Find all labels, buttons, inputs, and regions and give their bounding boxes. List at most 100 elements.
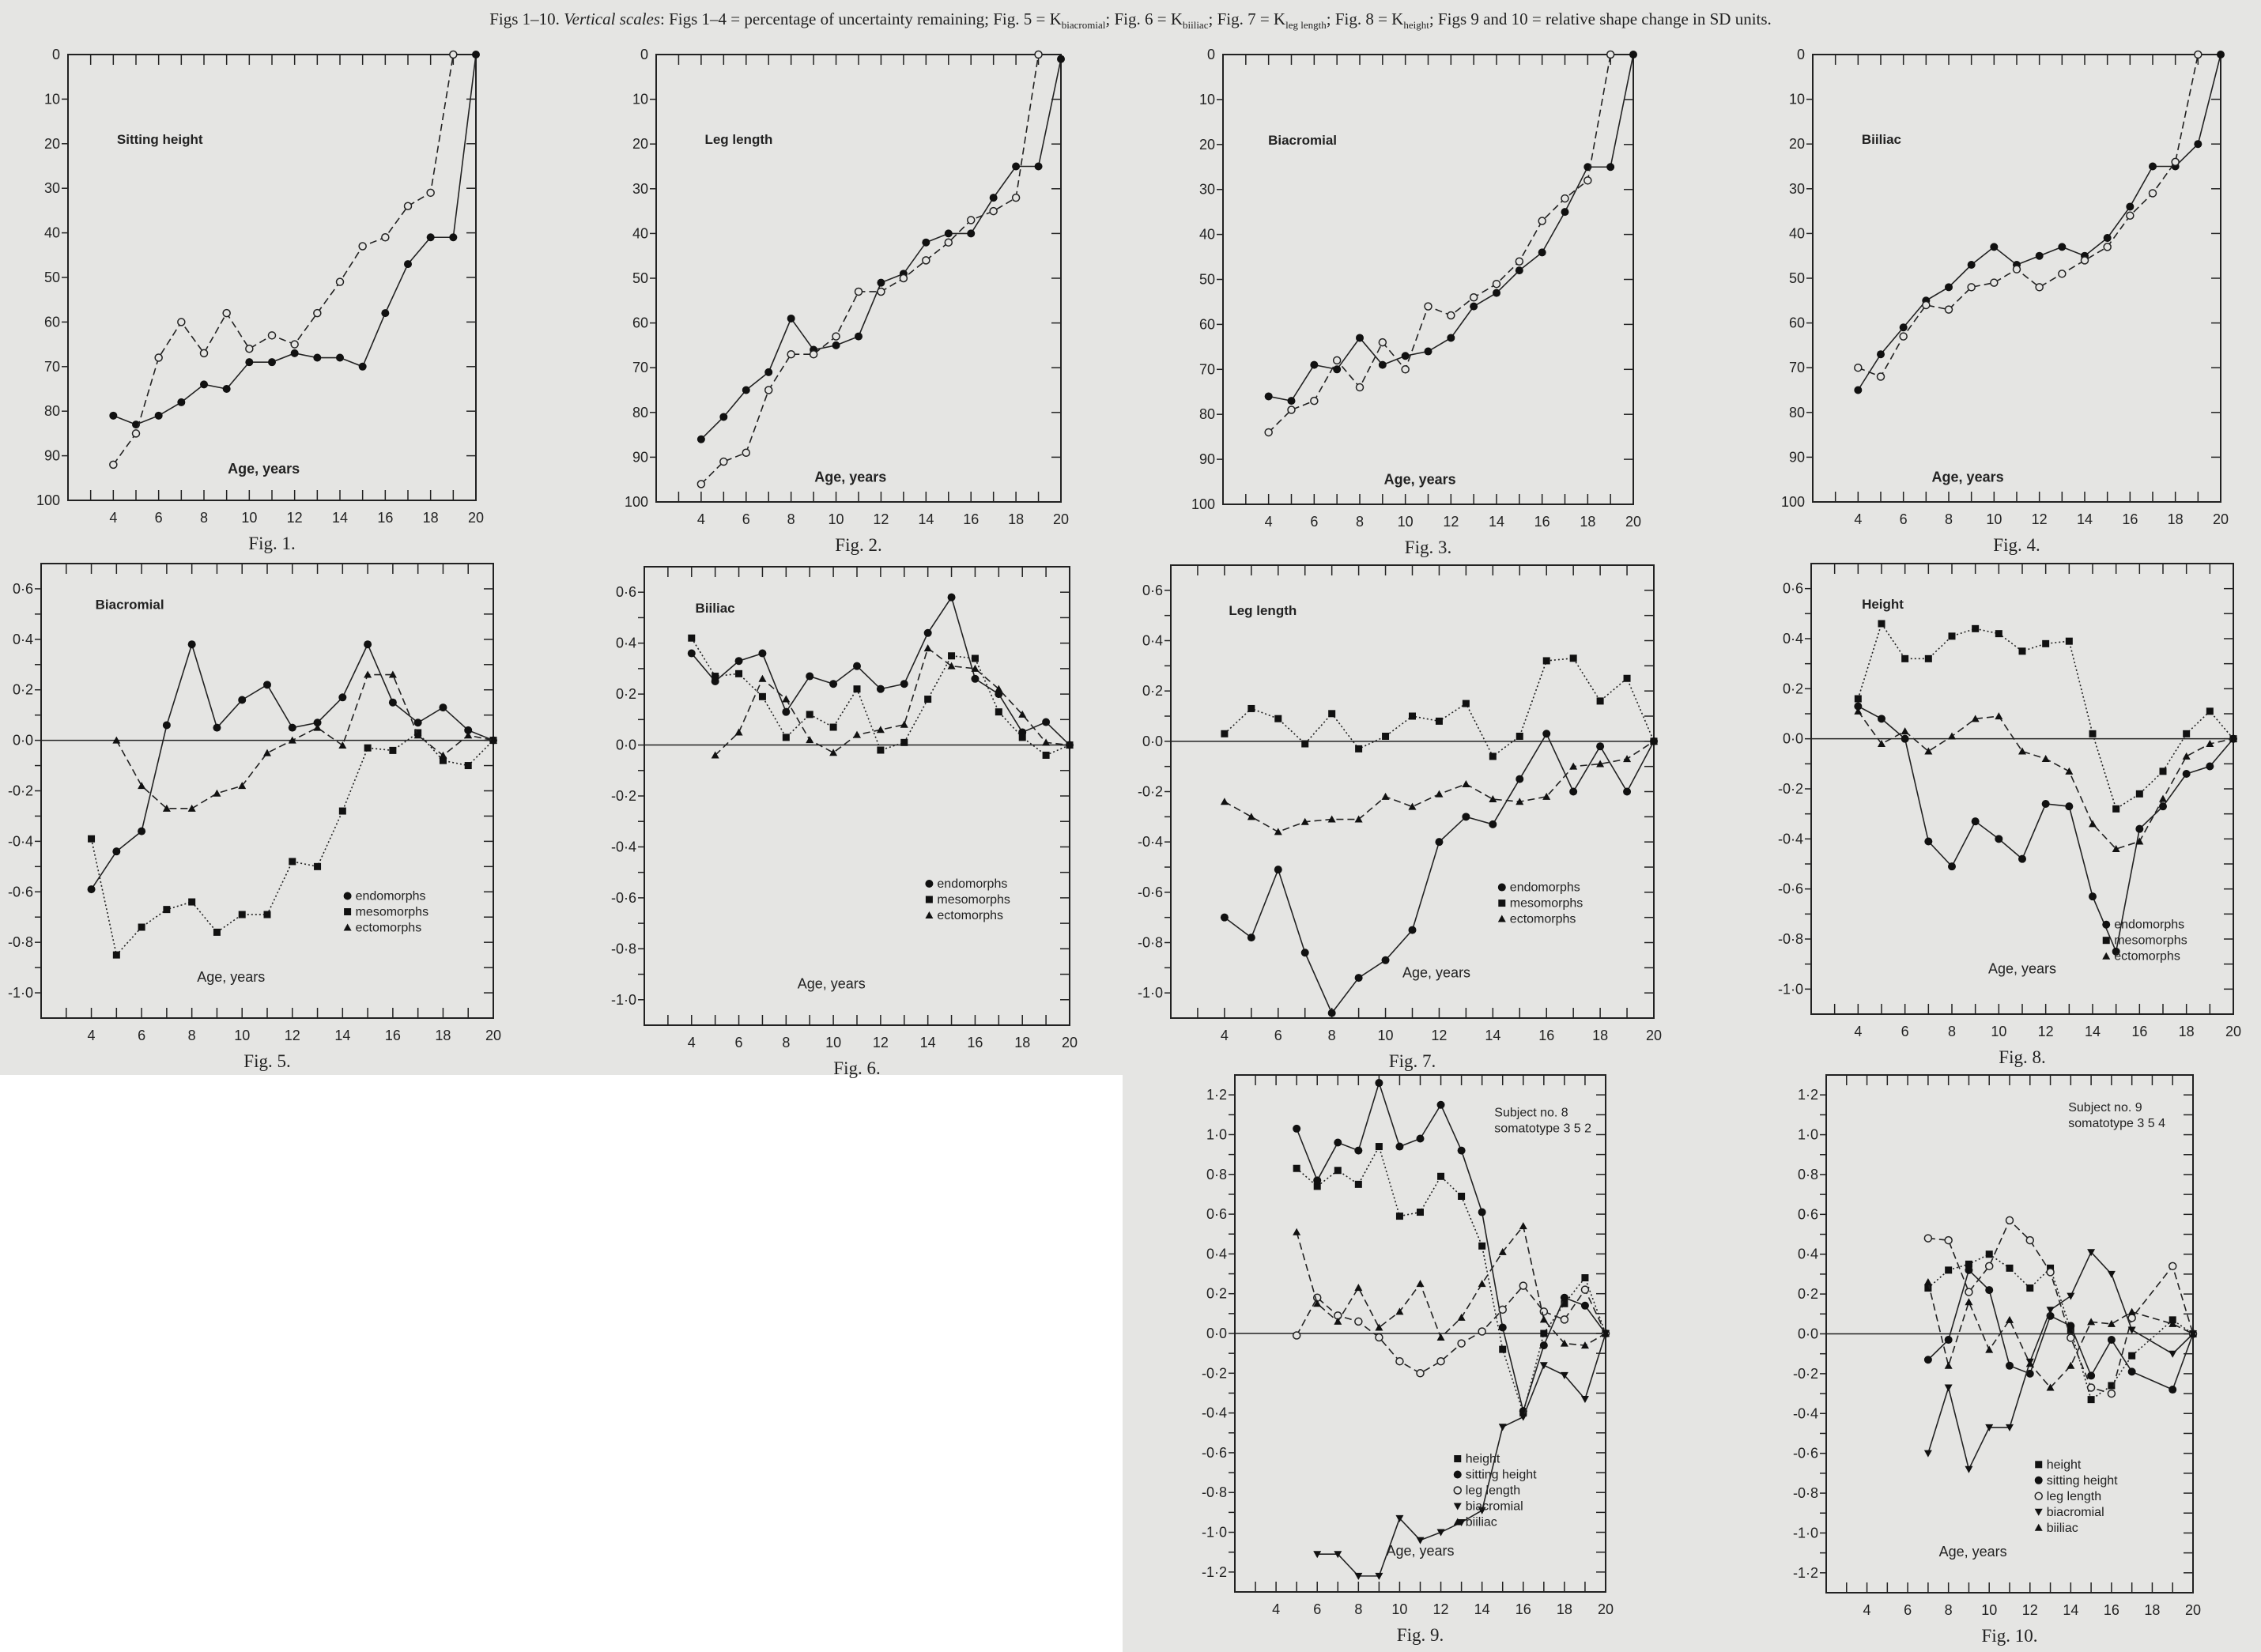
y-tick-label: 90 xyxy=(632,449,648,465)
data-point xyxy=(2018,747,2026,755)
data-point xyxy=(200,380,208,389)
data-point xyxy=(1984,1262,1994,1271)
legend-label: biiliac xyxy=(2047,1522,2078,1535)
y-tick-label: 0·6 xyxy=(1142,583,1163,598)
data-point xyxy=(2107,1389,2116,1398)
x-tick-label: 18 xyxy=(423,510,439,526)
series-ectomorphs xyxy=(711,644,1074,759)
data-point xyxy=(2086,1383,2096,1392)
data-point xyxy=(238,782,247,790)
data-point xyxy=(1424,347,1432,356)
data-point xyxy=(2042,639,2050,647)
chart-title: Height xyxy=(1862,597,1904,612)
data-point xyxy=(711,751,719,759)
data-point xyxy=(290,340,299,349)
legend-marker xyxy=(2034,1476,2043,1484)
data-point xyxy=(806,711,813,719)
data-point xyxy=(1018,710,1027,718)
data-point xyxy=(2171,157,2180,167)
series-biiliac xyxy=(1923,1278,2197,1391)
data-point xyxy=(1301,740,1309,748)
y-tick-label: 20 xyxy=(44,136,60,152)
data-point xyxy=(1328,710,1336,718)
x-tick-label: 10 xyxy=(1986,511,2002,527)
legend-marker xyxy=(1498,900,1506,907)
data-point xyxy=(1965,1260,1972,1268)
data-point xyxy=(948,652,956,660)
legend-label: leg length xyxy=(1466,1484,1520,1498)
x-tick-label: 10 xyxy=(1398,514,1414,530)
data-point xyxy=(944,238,953,247)
data-point xyxy=(1515,257,1524,266)
y-tick-label: -0·6 xyxy=(8,884,33,900)
y-tick-label: 70 xyxy=(632,360,648,375)
y-tick-label: 10 xyxy=(632,92,648,107)
data-point xyxy=(2206,762,2214,771)
data-point xyxy=(1378,338,1387,347)
data-point xyxy=(1944,305,1953,314)
data-point xyxy=(1924,654,1932,662)
data-point xyxy=(1381,956,1390,964)
x-tick-label: 16 xyxy=(1534,514,1550,530)
x-tick-label: 18 xyxy=(2179,1024,2195,1039)
y-tick-label: 100 xyxy=(625,494,648,510)
data-point xyxy=(314,862,322,870)
data-point xyxy=(1629,51,1637,58)
x-tick-label: 10 xyxy=(829,511,844,527)
chart-svg: 4 6 8 10 12 14 16 18 20 0·6 0·4 0·2 0·0 -0·2 -0·4 -0·6 -… xyxy=(611,566,1078,1078)
data-point xyxy=(489,736,497,744)
x-axis-label: Age, years xyxy=(197,969,265,985)
data-point xyxy=(1877,350,1885,359)
x-tick-label: 16 xyxy=(2131,1024,2147,1039)
legend-label: endomorphs xyxy=(937,877,1007,891)
data-point xyxy=(2127,1307,2136,1315)
data-point xyxy=(413,719,422,727)
data-point xyxy=(199,349,209,358)
data-point xyxy=(1478,1208,1486,1216)
data-point xyxy=(967,229,976,238)
data-point xyxy=(1220,798,1229,805)
data-point xyxy=(1436,1356,1445,1366)
data-point xyxy=(1417,1209,1424,1216)
y-tick-label: -0·2 xyxy=(8,783,33,799)
data-point xyxy=(806,736,814,744)
data-point xyxy=(1293,1164,1300,1172)
x-tick-label: 14 xyxy=(334,1028,350,1043)
x-tick-label: 20 xyxy=(1625,514,1641,530)
data-point xyxy=(1375,1143,1383,1151)
data-point xyxy=(403,202,413,211)
data-point xyxy=(1944,1235,1953,1245)
plot-frame xyxy=(1170,564,1655,1019)
y-tick-label: 40 xyxy=(44,225,60,241)
y-tick-label: 1·2 xyxy=(1206,1087,1227,1103)
data-point xyxy=(1354,1146,1363,1155)
data-point xyxy=(1924,837,1933,846)
data-point xyxy=(138,827,146,835)
data-point xyxy=(426,233,435,242)
data-point xyxy=(464,726,473,734)
x-tick-label: 20 xyxy=(2185,1602,2201,1618)
data-point xyxy=(1293,1124,1301,1133)
data-point xyxy=(1313,1176,1322,1185)
x-axis-label: Age, years xyxy=(1932,470,2004,485)
data-point xyxy=(1470,302,1478,311)
data-point xyxy=(712,673,719,681)
data-point xyxy=(1354,1572,1363,1580)
x-tick-label: 8 xyxy=(200,510,208,526)
data-point xyxy=(464,731,473,739)
data-point xyxy=(1538,248,1546,257)
chart-svg: 4 6 8 10 12 14 16 18 20 0 10 20 30 40 50 60 70 80 90 100 Bia… xyxy=(1191,47,1641,557)
series-height xyxy=(1293,1143,1610,1417)
data-point xyxy=(2089,820,2097,828)
header-italic: Vertical scales xyxy=(564,9,661,28)
data-point xyxy=(2107,1336,2116,1345)
x-tick-label: 20 xyxy=(485,1028,501,1043)
x-tick-label: 12 xyxy=(1443,514,1459,530)
data-point xyxy=(213,723,221,732)
x-tick-label: 18 xyxy=(1557,1601,1572,1617)
x-tick-label: 16 xyxy=(967,1035,983,1050)
data-point xyxy=(1899,323,1908,332)
y-tick-label: -1·0 xyxy=(611,992,636,1008)
y-tick-label: 0 xyxy=(52,47,60,62)
data-point xyxy=(336,353,344,362)
